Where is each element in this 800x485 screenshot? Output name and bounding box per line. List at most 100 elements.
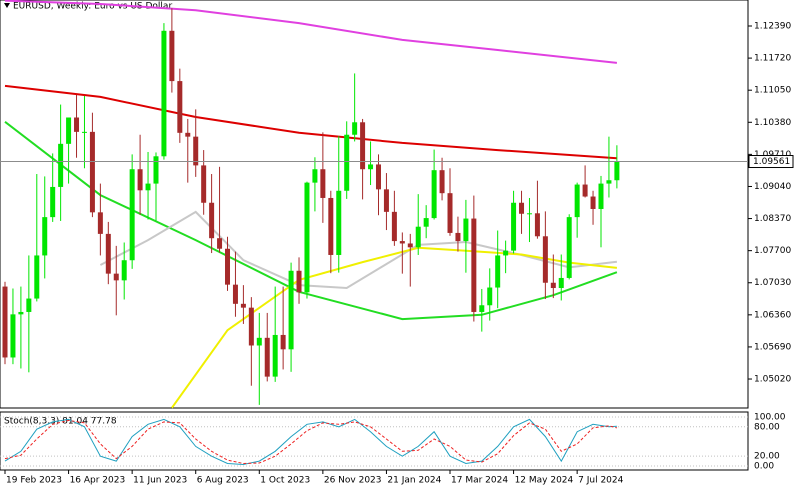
x-tick-label: 17 Mar 2024 (451, 476, 508, 485)
candle-body (240, 303, 246, 308)
x-tick-label: 6 Aug 2023 (197, 476, 249, 485)
candle-body (407, 243, 413, 248)
candle-body (161, 30, 167, 157)
y-tick-label: 0.00 (754, 461, 774, 471)
candle-body (479, 305, 485, 312)
last-price-label: 1.09561 (753, 157, 790, 167)
candle-body (606, 180, 612, 184)
candle-body (185, 132, 191, 137)
candle-body (344, 134, 350, 191)
moving-average (4, 0, 618, 64)
candle-body (574, 184, 580, 218)
candle-body (328, 197, 334, 255)
candle-body (471, 218, 477, 312)
candle-body (312, 169, 318, 183)
candle-body (264, 337, 270, 377)
candle-body (272, 334, 278, 377)
candle-body (296, 270, 302, 293)
y-tick-label: 1.07030 (754, 278, 791, 288)
candle-body (26, 298, 32, 312)
candle-body (113, 273, 119, 281)
candle-body (590, 196, 596, 209)
stoch-line (4, 419, 618, 465)
candle-body (2, 286, 8, 358)
candle-body (288, 270, 294, 350)
candle-body (582, 184, 588, 197)
candle-body (526, 213, 532, 215)
candle-body (50, 186, 56, 218)
title-icon (4, 3, 10, 8)
x-tick-label: 11 Jun 2023 (133, 476, 187, 485)
y-tick-label: 1.07700 (754, 246, 791, 256)
y-tick-label: 1.11050 (754, 86, 791, 96)
candle-body (10, 314, 16, 358)
candle-body (209, 202, 215, 239)
chart-title: EURUSD, Weekly: Euro vs US Dollar (13, 2, 172, 12)
candle-body (550, 282, 556, 289)
x-tick-label: 12 May 2024 (515, 476, 574, 485)
candle-body (193, 136, 199, 166)
candle-body (169, 30, 175, 82)
candle-body (352, 122, 358, 135)
candle-body (542, 236, 548, 283)
moving-average (171, 246, 618, 409)
candle-body (360, 122, 366, 170)
y-tick-label: 1.11720 (754, 54, 791, 64)
last-price-box (748, 155, 794, 169)
candle-body (487, 287, 493, 306)
candle-body (439, 170, 445, 194)
main-frame (0, 0, 749, 409)
candle-body (534, 213, 540, 237)
candle-body (336, 190, 342, 255)
candle-body (121, 260, 127, 281)
candle-body (463, 218, 469, 242)
candle-body (66, 117, 72, 144)
candle-body (153, 156, 159, 184)
candle-body (18, 311, 24, 315)
y-tick-label: 1.09040 (754, 182, 791, 192)
stoch-line (4, 418, 617, 466)
x-tick-label: 21 Jan 2024 (387, 476, 441, 485)
candle-body (566, 217, 572, 278)
candle-body (423, 218, 429, 227)
x-tick-label: 26 Nov 2023 (324, 476, 382, 485)
moving-average (4, 121, 618, 321)
candle-body (431, 170, 437, 219)
y-tick-label: 1.09710 (754, 150, 791, 160)
candle-body (415, 226, 421, 248)
candle-body (42, 217, 48, 256)
y-tick-label: 1.10380 (754, 118, 791, 128)
stoch-frame (0, 411, 749, 471)
candle-body (34, 255, 40, 299)
candle-body (519, 202, 525, 214)
candle-body (232, 284, 238, 304)
candle-body (105, 233, 111, 274)
candle-body (598, 183, 604, 209)
y-tick-label: 1.05690 (754, 342, 791, 352)
candle-body (201, 165, 207, 203)
candle-body (58, 143, 64, 187)
candle-body (558, 277, 564, 289)
moving-average (99, 210, 618, 290)
x-tick-label: 19 Feb 2023 (6, 476, 62, 485)
y-tick-label: 80.00 (754, 422, 780, 432)
candle-body (129, 169, 135, 261)
candle-body (391, 211, 397, 242)
candle-body (248, 307, 254, 346)
candle-body (225, 248, 231, 285)
candle-body (503, 250, 509, 256)
candle-body (447, 193, 453, 233)
candle-body (399, 241, 405, 244)
candle-body (97, 212, 103, 234)
candle-body (320, 169, 326, 198)
y-tick-label: 1.08370 (754, 214, 791, 224)
y-tick-label: 20.00 (754, 452, 780, 462)
candle-body (217, 238, 223, 249)
x-tick-label: 7 Jul 2024 (578, 476, 623, 485)
candle-body (137, 169, 143, 191)
candle-body (256, 337, 262, 346)
moving-average (4, 84, 617, 160)
candle-body (383, 189, 389, 212)
x-tick-label: 1 Oct 2023 (260, 476, 310, 485)
